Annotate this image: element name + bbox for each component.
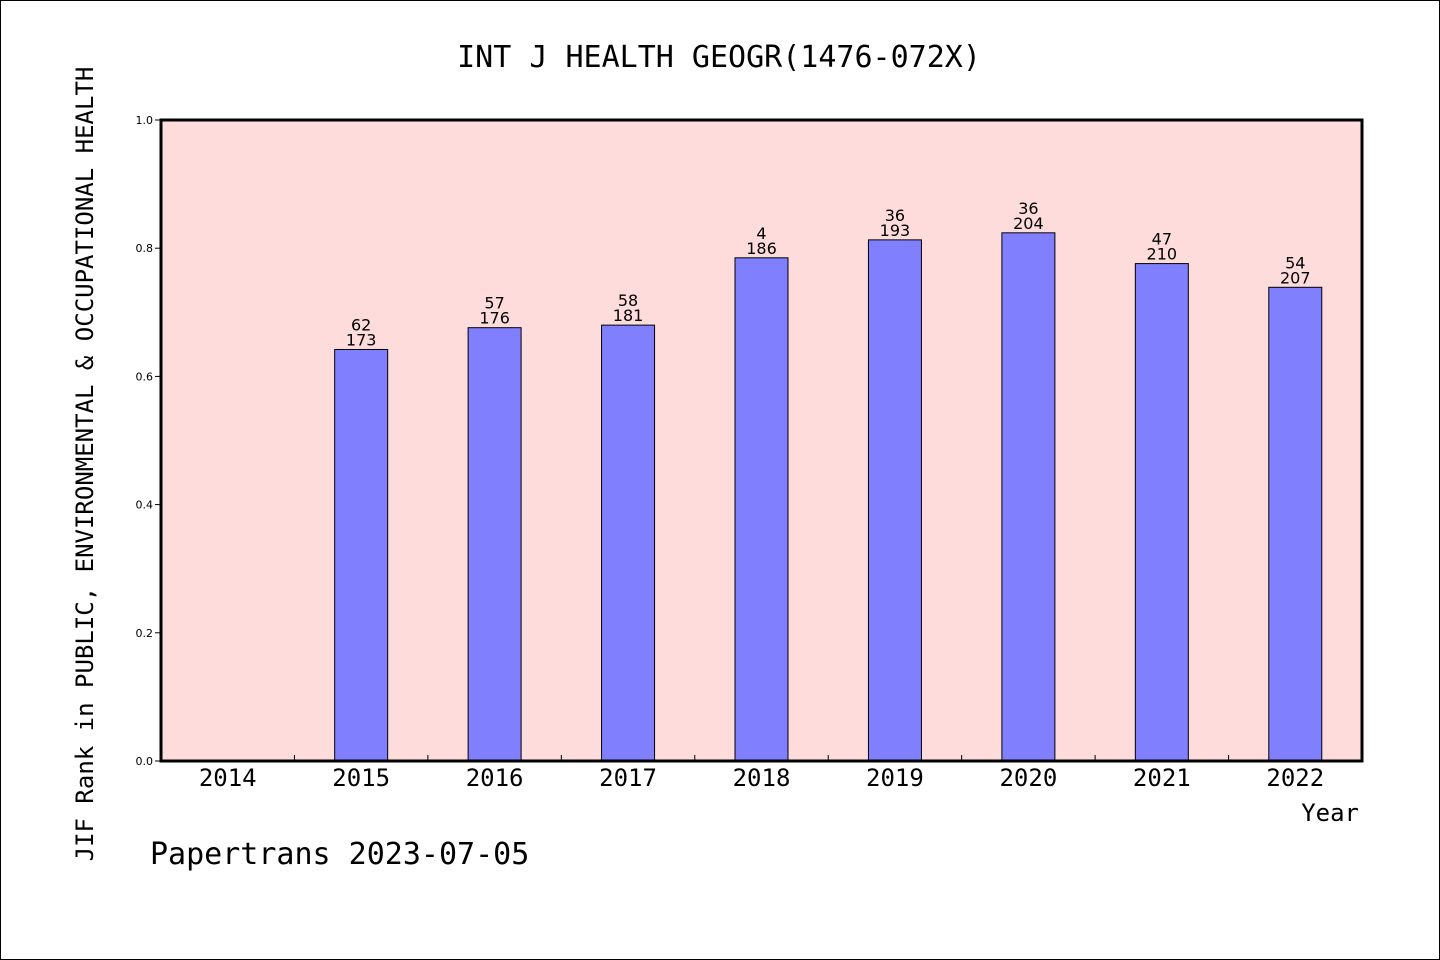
bar-total-label: 176 — [479, 309, 510, 328]
y-tick-label: 0.8 — [136, 242, 154, 255]
bar-total-label: 181 — [613, 306, 644, 325]
bar-2021 — [1134, 263, 1189, 762]
bars-group — [334, 232, 1323, 762]
bar-2020 — [1001, 232, 1056, 762]
x-axis: 2014 2015 2016 2017 2018 2019 2020 2021 2022 — [199, 755, 1324, 792]
bar-rank-label: 47 — [1152, 230, 1172, 249]
x-tick-label: 2014 — [199, 764, 257, 792]
x-tick-label: 2020 — [999, 764, 1057, 792]
x-tick-label: 2018 — [733, 764, 791, 792]
x-tick-label: 2021 — [1133, 764, 1191, 792]
y-axis-label: JIF Rank in PUBLIC, ENVIRONMENTAL & OCCU… — [71, 67, 99, 862]
x-tick-label: 2022 — [1266, 764, 1324, 792]
x-tick-label: 2019 — [866, 764, 924, 792]
x-axis-label: Year — [1301, 799, 1359, 827]
bar-rank-label: 36 — [1018, 199, 1038, 218]
bar-2022 — [1268, 286, 1323, 762]
bar-total-label: 210 — [1147, 245, 1178, 264]
bar-total-label: 173 — [346, 330, 377, 349]
bar-2015 — [334, 348, 389, 762]
x-tick-label: 2015 — [332, 764, 390, 792]
bar-rank-label: 57 — [484, 294, 504, 313]
chart-title: INT J HEALTH GEOGR(1476-072X) — [457, 40, 981, 75]
bar-2018 — [734, 257, 789, 762]
y-tick-label: 1.0 — [136, 114, 154, 127]
bar-rank-label: 58 — [618, 291, 638, 310]
y-tick-label: 0.2 — [136, 627, 154, 640]
footer-credit: Papertrans 2023-07-05 — [150, 837, 529, 872]
bar-total-label: 193 — [880, 221, 911, 240]
y-tick-label: 0.6 — [136, 370, 154, 383]
bar-total-label: 204 — [1013, 214, 1044, 233]
bar-total-label: 207 — [1280, 268, 1311, 287]
y-tick-label: 0.0 — [136, 755, 154, 768]
x-tick-label: 2016 — [466, 764, 524, 792]
bar-rank-label: 36 — [885, 206, 905, 225]
plot-border — [159, 118, 1364, 763]
y-axis: 0.0 0.2 0.4 0.6 0.8 1.0 — [136, 114, 161, 768]
bar-rank-label: 62 — [351, 315, 371, 334]
bar-total-label: 186 — [746, 239, 777, 258]
bar-2019 — [867, 239, 922, 762]
bar-2016 — [467, 327, 522, 762]
bar-2017 — [601, 324, 656, 762]
y-tick-label: 0.4 — [136, 499, 154, 512]
bar-rank-label: 4 — [756, 224, 766, 243]
x-tick-label: 2017 — [599, 764, 657, 792]
bar-rank-label: 54 — [1285, 253, 1305, 272]
